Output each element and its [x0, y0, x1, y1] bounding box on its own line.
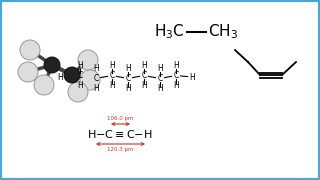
Text: H: H [189, 73, 195, 82]
Text: H: H [57, 73, 63, 82]
Text: H: H [157, 84, 163, 93]
Text: H$_3$C: H$_3$C [154, 23, 185, 41]
Text: C: C [93, 74, 99, 83]
Circle shape [64, 67, 80, 83]
Text: C: C [109, 71, 115, 80]
Text: H: H [157, 64, 163, 73]
Text: H: H [125, 84, 131, 93]
Text: H: H [93, 64, 99, 73]
Text: H: H [109, 61, 115, 70]
Text: 120.3 pm: 120.3 pm [107, 147, 134, 152]
Text: CH$_3$: CH$_3$ [208, 23, 238, 41]
Circle shape [68, 82, 88, 102]
Text: 106.0 pm: 106.0 pm [107, 116, 134, 121]
Text: H: H [77, 61, 83, 70]
Text: H: H [141, 61, 147, 70]
Text: C: C [173, 71, 179, 80]
Text: H: H [77, 81, 83, 90]
Circle shape [34, 75, 54, 95]
Text: H$-$C$\equiv$C$-$H: H$-$C$\equiv$C$-$H [87, 128, 153, 140]
Text: H: H [141, 81, 147, 90]
Circle shape [80, 70, 100, 90]
Text: C: C [141, 71, 147, 80]
Text: C: C [77, 71, 83, 80]
Text: H: H [173, 81, 179, 90]
Circle shape [44, 57, 60, 73]
Circle shape [20, 40, 40, 60]
Text: H: H [109, 81, 115, 90]
Text: H: H [125, 64, 131, 73]
Text: H: H [93, 84, 99, 93]
Text: C: C [125, 74, 131, 83]
Circle shape [78, 50, 98, 70]
Text: C: C [157, 74, 163, 83]
Text: H: H [173, 61, 179, 70]
Circle shape [18, 62, 38, 82]
